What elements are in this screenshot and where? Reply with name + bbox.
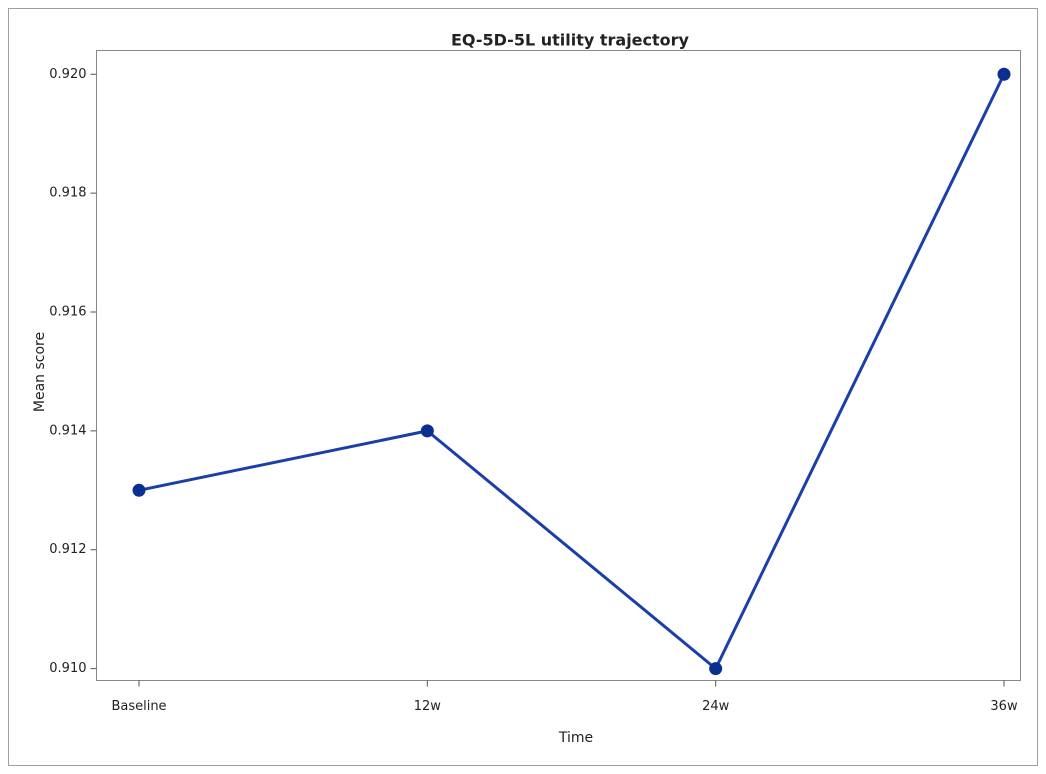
y-tick-label: 0.912 [49, 542, 86, 557]
y-axis-label: Mean score [32, 332, 48, 412]
x-tick-label: 36w [990, 699, 1018, 714]
data-point [997, 67, 1011, 81]
data-line [138, 73, 1006, 671]
plot-frame [96, 50, 1021, 681]
x-tick-label: 24w [702, 699, 730, 714]
data-point [709, 662, 723, 676]
y-tick-label: 0.910 [49, 661, 86, 676]
data-point [420, 424, 434, 438]
y-tick-label: 0.914 [49, 423, 86, 438]
y-tick-label: 0.918 [49, 186, 86, 201]
x-tick-label: Baseline [111, 699, 166, 714]
x-tick-label: 12w [414, 699, 442, 714]
chart-title: EQ-5D-5L utility trajectory [451, 31, 690, 50]
x-axis-label: Time [558, 730, 593, 746]
outer-frame [8, 8, 1038, 766]
data-point [132, 483, 146, 497]
y-tick-label: 0.920 [49, 67, 86, 82]
y-tick-label: 0.916 [49, 305, 86, 320]
